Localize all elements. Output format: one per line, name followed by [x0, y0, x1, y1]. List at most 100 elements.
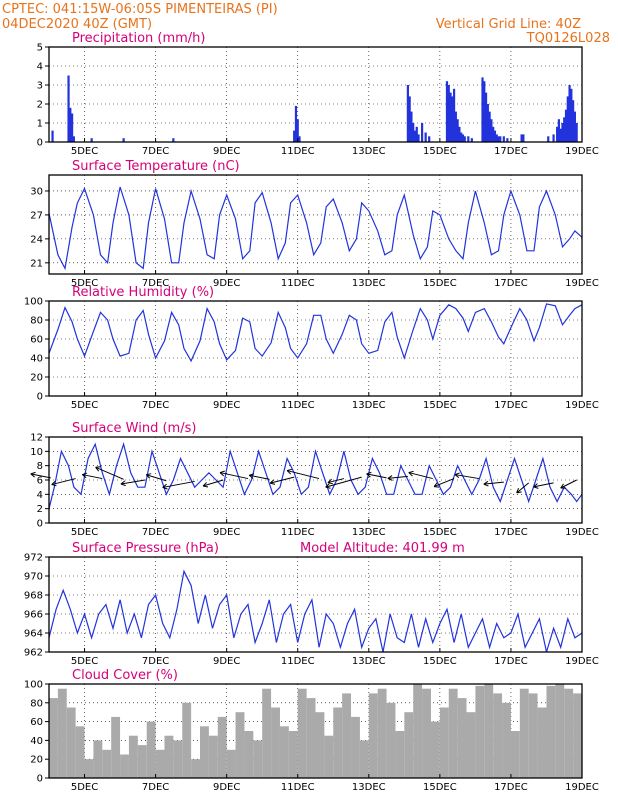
wind-arrow: [560, 479, 577, 489]
x-tick-label: 17DEC: [494, 278, 528, 289]
y-tick-label: 8: [37, 461, 43, 472]
y-tick-label: 27: [30, 210, 43, 221]
panel-title: Cloud Cover (%): [72, 668, 178, 683]
cloud-bar: [271, 707, 280, 778]
precip-bar: [575, 123, 578, 142]
cloud-bar: [164, 735, 174, 778]
plot-frame: [48, 46, 583, 143]
plot-frame: [48, 556, 583, 653]
y-tick-label: 20: [30, 373, 43, 384]
panel-title: Precipitation (mm/h): [72, 31, 205, 46]
x-tick-label: 15DEC: [423, 400, 457, 411]
precip-bar: [568, 85, 571, 142]
precip-bar: [172, 138, 175, 142]
series-line: [48, 186, 583, 271]
y-tick-label: 40: [30, 354, 43, 365]
x-tick-label: 17DEC: [494, 527, 528, 538]
y-tick-label: 972: [24, 553, 43, 564]
precip-bar: [492, 126, 495, 142]
y-tick-label: 60: [30, 717, 43, 728]
precip-bar: [460, 132, 463, 142]
cloud-bar: [279, 726, 289, 778]
header: CPTEC: 041:15W-06:05S PIMENTEIRAS (PI) 0…: [2, 2, 610, 46]
wind-arrow: [387, 475, 408, 481]
cloud-bar: [49, 698, 58, 778]
x-tick-label: 15DEC: [423, 527, 457, 538]
x-tick-label: 17DEC: [494, 782, 528, 793]
cloud-bar: [528, 693, 538, 778]
precip-bar: [570, 88, 573, 142]
x-tick-label: 13DEC: [352, 527, 386, 538]
x-tick-label: 15DEC: [423, 146, 457, 157]
wind-arrow: [248, 473, 270, 480]
precip-bar: [488, 111, 491, 142]
y-tick-label: 40: [30, 736, 43, 747]
cloud-bar: [430, 721, 440, 778]
header-run-date: 04DEC2020 40Z (GMT): [2, 17, 152, 32]
precip-bar: [449, 92, 452, 142]
cloud-bar: [466, 712, 476, 778]
x-tick-label: 11DEC: [281, 656, 315, 667]
precip-bar: [557, 119, 561, 142]
precip-bar: [486, 104, 489, 142]
cloud-bar: [262, 688, 272, 778]
precip-bar: [556, 126, 559, 142]
cloud-bar: [57, 688, 67, 778]
y-tick-label: 964: [24, 629, 43, 640]
x-tick-label: 5DEC: [71, 782, 98, 793]
x-tick-label: 9DEC: [213, 400, 240, 411]
panel-subtitle: Model Altitude: 401.99 m: [300, 541, 465, 556]
panel-pressure: 962 964 966 968 970 972 5DEC 7DEC 9DEC 11DEC 13DEC…: [24, 541, 599, 667]
cloud-bar: [404, 712, 414, 778]
x-tick-label: 7DEC: [142, 278, 169, 289]
x-tick-label: 11DEC: [281, 278, 315, 289]
x-tick-label: 13DEC: [352, 278, 386, 289]
wind-arrow: [483, 480, 504, 487]
precip-bar: [293, 130, 296, 142]
panel-humidity: 0 20 40 60 80 100 5DEC 7DEC 9DEC 11DEC 13DEC 15DEC 1…: [24, 285, 599, 411]
x-tick-label: 13DEC: [352, 400, 386, 411]
x-tick-label: 19DEC: [565, 400, 599, 411]
precip-bar: [452, 88, 456, 142]
x-tick-label: 5DEC: [71, 656, 98, 667]
cloud-bar: [137, 745, 147, 778]
precip-bar: [481, 77, 484, 142]
cloud-bar: [111, 716, 121, 778]
x-tick-label: 15DEC: [423, 278, 457, 289]
cloud-bar: [546, 685, 556, 778]
y-tick-label: 100: [24, 680, 43, 691]
series-line: [48, 303, 583, 363]
precip-bar: [447, 85, 450, 142]
cloud-bar: [564, 688, 574, 778]
precip-bar: [495, 134, 498, 142]
x-tick-label: 13DEC: [352, 656, 386, 667]
x-tick-label: 7DEC: [142, 656, 169, 667]
precip-bar: [470, 138, 473, 142]
precip-bar: [408, 96, 411, 142]
wind-arrow: [120, 479, 146, 487]
plot-frame: [48, 683, 583, 779]
precip-bar: [451, 96, 454, 142]
x-tick-label: 5DEC: [71, 146, 98, 157]
cloud-bar: [235, 712, 245, 778]
y-tick-label: 80: [30, 316, 43, 327]
header-model: TQ0126L028: [526, 31, 610, 46]
plot-frame: [48, 174, 583, 275]
wind-arrow: [269, 476, 295, 485]
panel-title: Surface Wind (m/s): [72, 421, 196, 436]
y-tick-label: 5: [37, 43, 43, 54]
y-tick-label: 10: [30, 447, 43, 458]
wind-arrow: [325, 476, 362, 489]
x-tick-label: 7DEC: [142, 527, 169, 538]
x-tick-label: 11DEC: [281, 527, 315, 538]
panel-wind: 0 2 4 6 8 10 12 5DEC 7DEC 9DEC 11DEC 13DEC 15DEC 17DE…: [30, 421, 599, 538]
cloud-bar: [510, 731, 520, 778]
cloud-bar: [368, 693, 378, 778]
cloud-bar: [315, 712, 325, 778]
cloud-bar: [84, 759, 94, 778]
precip-bar: [410, 111, 413, 142]
y-tick-label: 6: [37, 476, 43, 487]
cloud-bar: [120, 754, 129, 778]
cloud-bar: [324, 735, 334, 778]
